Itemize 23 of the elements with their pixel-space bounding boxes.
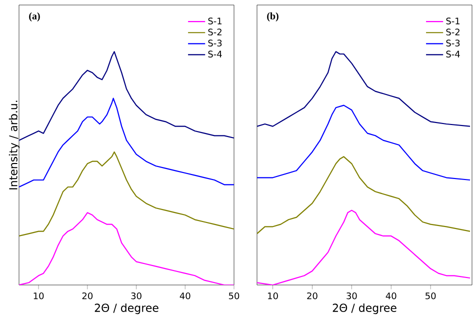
legend-label: S-4 bbox=[446, 50, 460, 58]
x-tick-label: 30 bbox=[131, 292, 142, 300]
x-tick-label: 20 bbox=[307, 292, 318, 300]
x-tick-label: 40 bbox=[180, 292, 190, 300]
x-tick-label: 30 bbox=[346, 292, 357, 300]
legend-label: S-1 bbox=[208, 18, 222, 24]
legend-label: S-2 bbox=[446, 28, 460, 36]
y-axis-title: Intensity / arb.u. bbox=[8, 100, 20, 190]
legend-label: S-1 bbox=[446, 18, 460, 24]
x-axis-title: 2Θ / degree bbox=[94, 303, 158, 314]
x-tick-label: 10 bbox=[34, 292, 44, 300]
text: (b) bbox=[267, 12, 278, 22]
x-tick-label: 10 bbox=[268, 292, 278, 300]
x-tick-label: 50 bbox=[426, 292, 436, 300]
text: (a) bbox=[29, 12, 40, 22]
x-tick-label: 20 bbox=[82, 292, 93, 300]
legend-label: S-2 bbox=[208, 28, 222, 36]
x-tick-label: 50 bbox=[228, 292, 240, 300]
x-tick-label: 40 bbox=[386, 292, 396, 300]
legend-label: S-4 bbox=[208, 50, 222, 58]
legend-label: S-3 bbox=[446, 40, 460, 46]
legend-label: S-3 bbox=[208, 40, 222, 46]
x-axis-title: 2Θ / degree bbox=[332, 303, 396, 314]
